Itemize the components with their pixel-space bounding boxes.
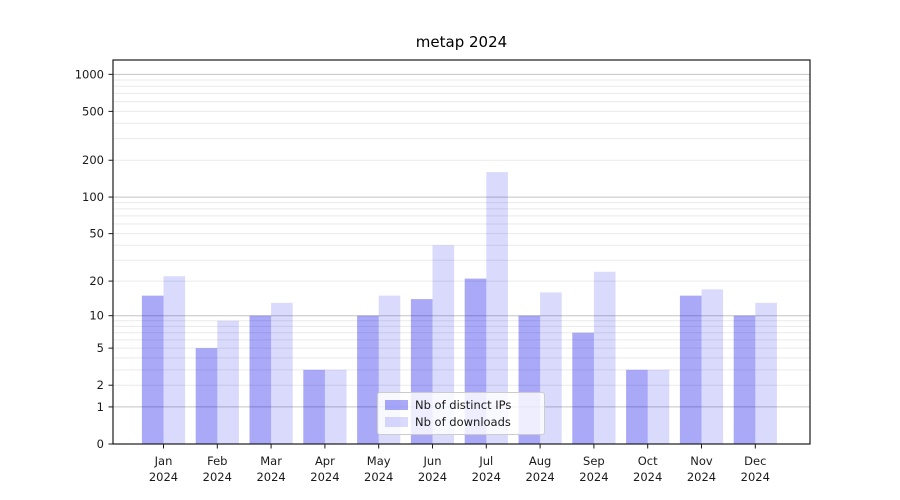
y-tick-label: 50 <box>89 227 104 241</box>
y-tick-label: 5 <box>97 341 104 355</box>
x-tick-label-month: Dec <box>744 454 766 468</box>
bar-downloads-jul <box>486 172 508 444</box>
bar-downloads-sep <box>593 271 616 444</box>
bar-distinct-ips-may <box>357 315 379 444</box>
x-tick-label-year: 2024 <box>203 470 232 484</box>
x-tick-label-month: Jan <box>154 454 173 468</box>
bar-downloads-feb <box>217 320 239 444</box>
x-tick-label-month: Mar <box>260 454 282 468</box>
bar-distinct-ips-feb <box>195 348 218 444</box>
chart-title: metap 2024 <box>415 33 508 51</box>
x-tick-label-month: Nov <box>690 454 713 468</box>
bar-distinct-ips-nov <box>679 295 702 444</box>
bar-downloads-aug <box>540 292 562 444</box>
x-tick-label-month: Sep <box>583 454 605 468</box>
y-tick-label: 1 <box>97 400 104 414</box>
x-tick-label-year: 2024 <box>633 470 662 484</box>
x-tick-label-year: 2024 <box>310 470 339 484</box>
y-tick-label: 2 <box>97 378 104 392</box>
legend-label: Nb of distinct IPs <box>415 398 512 412</box>
x-tick-label-year: 2024 <box>525 470 554 484</box>
legend: Nb of distinct IPs Nb of downloads <box>377 392 545 435</box>
bar-distinct-ips-jan <box>141 295 164 444</box>
bar-distinct-ips-mar <box>249 315 272 444</box>
y-tick-label: 500 <box>82 104 104 118</box>
legend-swatch-distinct-ips <box>385 400 408 410</box>
x-tick-label-month: Jun <box>423 454 442 468</box>
bar-downloads-dec <box>755 302 777 444</box>
y-tick-label: 100 <box>82 190 104 204</box>
bar-distinct-ips-sep <box>572 332 594 444</box>
x-tick-label-year: 2024 <box>741 470 770 484</box>
y-tick-label: 200 <box>82 153 104 167</box>
x-tick-label-year: 2024 <box>149 470 178 484</box>
y-tick-label: 20 <box>89 274 104 288</box>
x-tick-label-year: 2024 <box>364 470 393 484</box>
legend-swatch-downloads <box>385 417 408 427</box>
legend-label: Nb of downloads <box>415 415 511 429</box>
x-tick-label-month: Aug <box>529 454 551 468</box>
x-tick-label-month: Feb <box>207 454 227 468</box>
bar-downloads-oct <box>647 369 670 444</box>
y-tick-label: 1000 <box>75 67 104 81</box>
x-tick-label-month: Jul <box>478 454 493 468</box>
bar-downloads-mar <box>271 302 293 444</box>
legend-row: Nb of distinct IPs <box>385 399 535 411</box>
bar-distinct-ips-dec <box>733 315 756 444</box>
x-tick-label-year: 2024 <box>472 470 501 484</box>
x-tick-label-month: Apr <box>315 454 335 468</box>
x-tick-label-year: 2024 <box>256 470 285 484</box>
bar-downloads-nov <box>701 289 724 444</box>
bar-distinct-ips-apr <box>303 369 325 444</box>
x-tick-label-month: May <box>367 454 391 468</box>
y-tick-label: 10 <box>89 309 104 323</box>
x-tick-label-year: 2024 <box>579 470 608 484</box>
bar-downloads-jan <box>163 276 186 444</box>
bar-distinct-ips-oct <box>626 369 648 444</box>
x-tick-label-month: Oct <box>638 454 658 468</box>
x-tick-label-year: 2024 <box>418 470 447 484</box>
y-tick-label: 0 <box>97 437 104 451</box>
legend-row: Nb of downloads <box>385 416 535 428</box>
bar-downloads-apr <box>324 369 347 444</box>
axes-box <box>112 59 811 445</box>
x-tick-label-year: 2024 <box>687 470 716 484</box>
